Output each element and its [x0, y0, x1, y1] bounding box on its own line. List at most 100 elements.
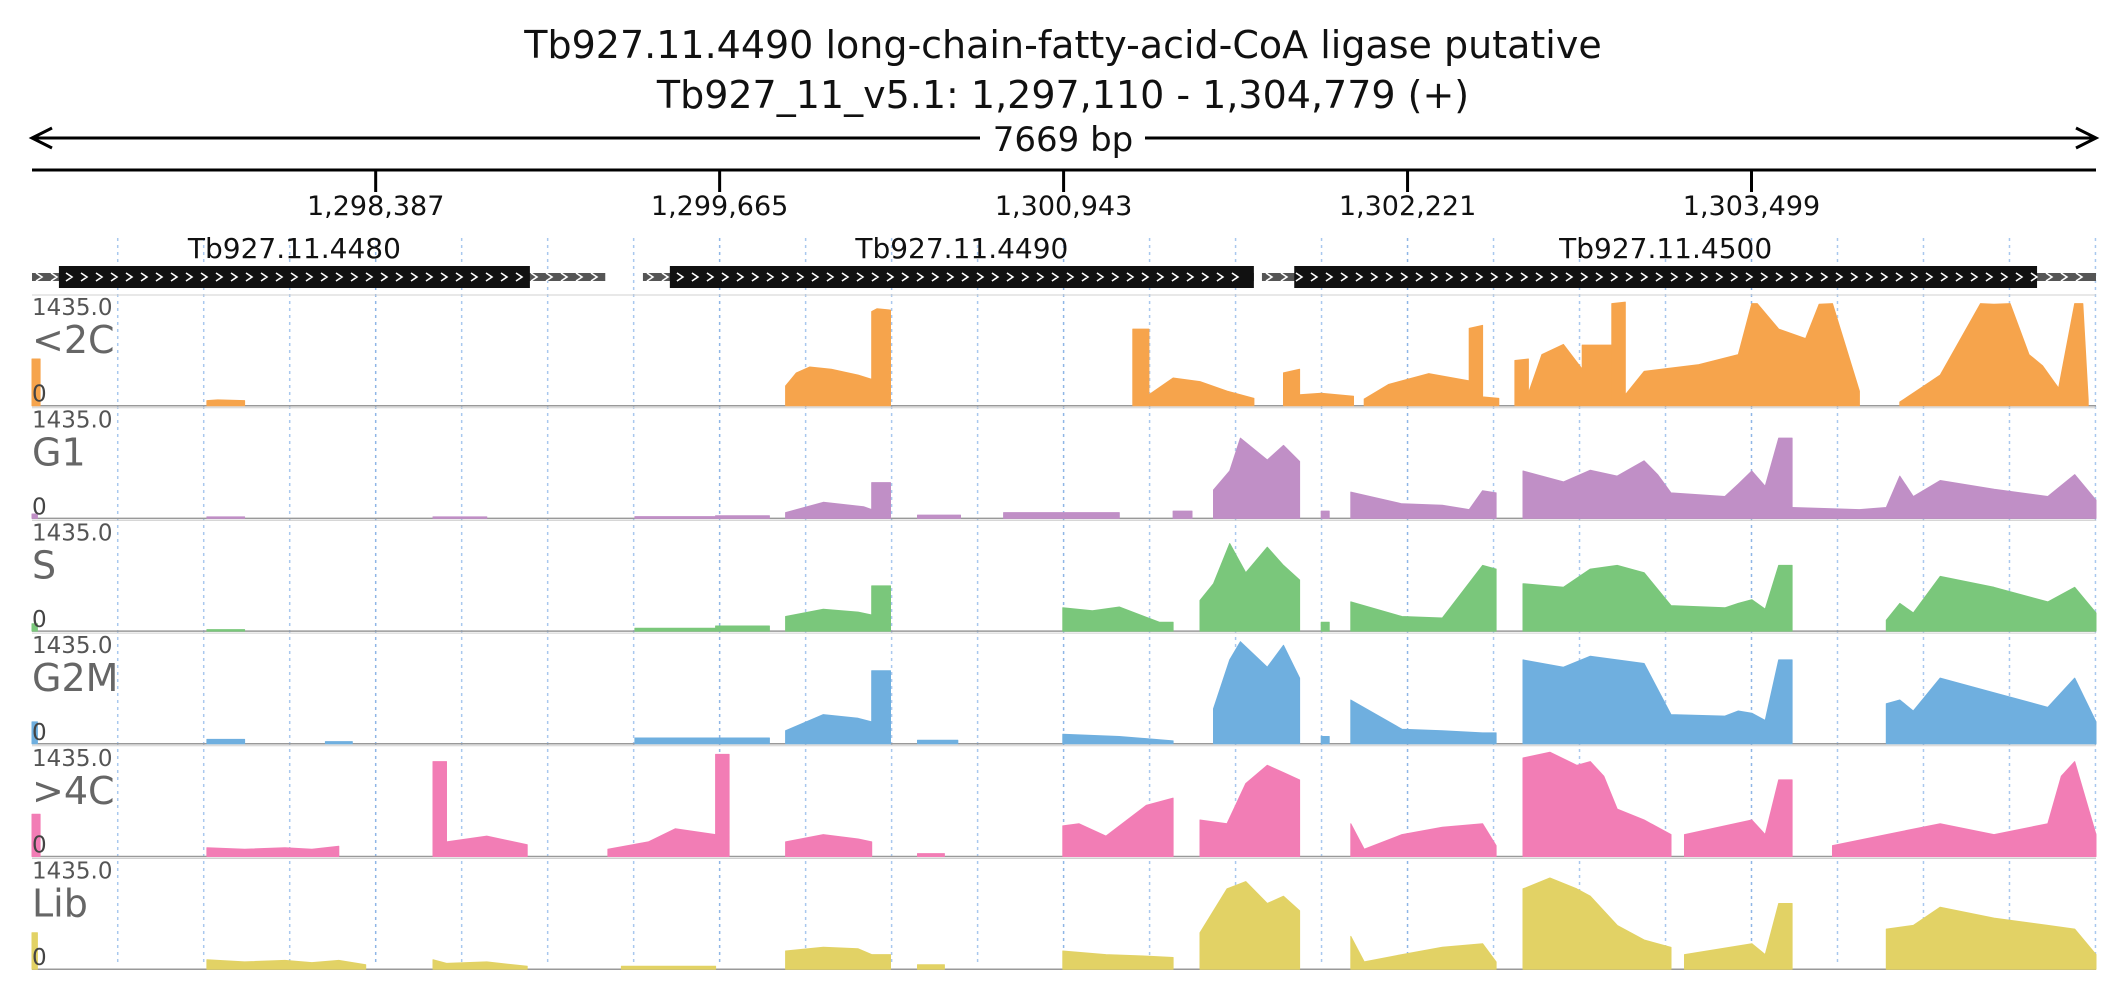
coverage-area: [432, 761, 528, 857]
coverage-area: [1899, 303, 2089, 407]
coverage-area: [785, 670, 891, 745]
coverage-area: [1363, 324, 1500, 407]
track-name: S: [32, 543, 56, 587]
coverage-area: [1350, 823, 1497, 857]
coverage-area: [1684, 903, 1793, 970]
coverage-area: [715, 625, 770, 632]
coverage-area: [785, 946, 891, 970]
track-name: G1: [32, 431, 86, 475]
coverage-area: [324, 741, 353, 745]
track-ymax-label: 1435.0: [32, 633, 112, 659]
coverage-area: [206, 738, 246, 745]
track-4: 1435.0 0 >4C: [31, 745, 2097, 859]
track-name: >4C: [32, 769, 115, 813]
coverage-area: [31, 721, 38, 745]
coverage-area: [31, 813, 41, 857]
coverage-area: [1350, 699, 1497, 745]
coverage-area: [1213, 641, 1301, 745]
gene-label: Tb927.11.4490: [854, 232, 1068, 265]
coverage-area: [1885, 575, 2097, 632]
track-ymax-label: 1435.0: [32, 746, 112, 772]
coverage-area: [1522, 437, 1793, 519]
left-arrow-icon: [28, 126, 53, 150]
coverage-area: [917, 739, 959, 745]
coverage-area: [31, 623, 38, 632]
track-name: <2C: [32, 318, 115, 362]
coverage-area: [206, 399, 246, 407]
coverage-area: [206, 629, 246, 632]
coverage-area: [1199, 881, 1301, 970]
coverage-area: [715, 737, 770, 745]
coverage-area: [785, 308, 891, 407]
track-ymax-label: 1435.0: [32, 520, 112, 546]
coverage-area: [1199, 764, 1301, 857]
chart-subtitle: Tb927_11_v5.1: 1,297,110 - 1,304,779 (+): [656, 73, 1469, 117]
coverage-area: [432, 516, 488, 519]
coverage-area: [785, 482, 891, 519]
track-1: 1435.0 0 G1: [31, 407, 2097, 520]
coverage-area: [1885, 677, 2097, 745]
track-ymin-label: 0: [32, 720, 47, 746]
coverage-area: [607, 753, 730, 857]
track-0: 1435.0 0 <2C: [31, 294, 2096, 408]
coverage-area: [1172, 510, 1193, 519]
coverage-tracks: 1435.00<2C1435.00G11435.00S1435.00G2M143…: [31, 294, 2097, 971]
axis-tick-label: 1,299,665: [651, 191, 788, 222]
gene-cds: [1294, 266, 2038, 288]
coverage-area: [785, 585, 891, 632]
coverage-area: [917, 514, 961, 519]
track-ymin-label: 0: [32, 833, 47, 859]
coverage-area: [31, 513, 38, 519]
coverage-area: [715, 515, 770, 519]
coverage-area: [1062, 606, 1174, 632]
span-ruler: 7669 bp: [28, 120, 2100, 160]
coverage-area: [1132, 328, 1255, 407]
gene-label: Tb927.11.4500: [1558, 232, 1772, 265]
axis-tick-label: 1,302,221: [1339, 191, 1476, 222]
gene-cds: [58, 266, 530, 288]
track-3: 1435.0 0 G2M: [31, 632, 2097, 746]
position-axis: 1,298,387 1,299,665 1,300,943 1,302,221 1,30…: [32, 168, 2096, 222]
track-2: 1435.0 0 S: [31, 519, 2097, 633]
coverage-area: [634, 627, 717, 632]
coverage-area: [1522, 655, 1793, 745]
track-ymin-label: 0: [32, 945, 47, 971]
coverage-area: [1350, 490, 1497, 519]
strand-chevrons-icon: [1265, 272, 2084, 282]
coverage-area: [785, 834, 873, 857]
coverage-area: [1832, 761, 2097, 857]
right-arrow-icon: [2075, 126, 2100, 150]
coverage-area: [917, 853, 945, 857]
coverage-area: [1003, 512, 1120, 519]
chart-title: Tb927.11.4490 long-chain-fatty-acid-CoA …: [523, 23, 1601, 67]
coverage-area: [1062, 797, 1174, 857]
coverage-area: [1791, 474, 2097, 519]
track-ymax-label: 1435.0: [32, 408, 112, 434]
track-ymin-label: 0: [32, 382, 47, 408]
coverage-area: [1885, 906, 2097, 970]
coverage-area: [1522, 751, 1672, 857]
coverage-area: [634, 516, 717, 519]
coverage-area: [1522, 877, 1672, 970]
coverage-area: [206, 516, 246, 519]
track-ymax-label: 1435.0: [32, 295, 112, 321]
strand-chevrons-icon: [35, 272, 599, 282]
gene-cds: [669, 266, 1254, 288]
track-ymin-label: 0: [32, 494, 47, 520]
track-ymin-label: 0: [32, 607, 47, 633]
coverage-area: [1320, 621, 1330, 632]
coverage-area: [1213, 437, 1301, 519]
track-name: G2M: [32, 656, 118, 700]
axis-tick-label: 1,303,499: [1683, 191, 1820, 222]
coverage-area: [1350, 935, 1497, 970]
gene-track: Tb927.11.4480 Tb927.11.4490 Tb927.11.4500: [32, 232, 2096, 288]
coverage-area: [1062, 950, 1174, 970]
strand-chevrons-icon: [646, 272, 1240, 282]
coverage-area: [1514, 343, 1613, 407]
coverage-area: [1062, 733, 1174, 745]
coverage-area: [31, 932, 38, 970]
coverage-area: [917, 964, 945, 970]
coverage-area: [1320, 736, 1330, 745]
